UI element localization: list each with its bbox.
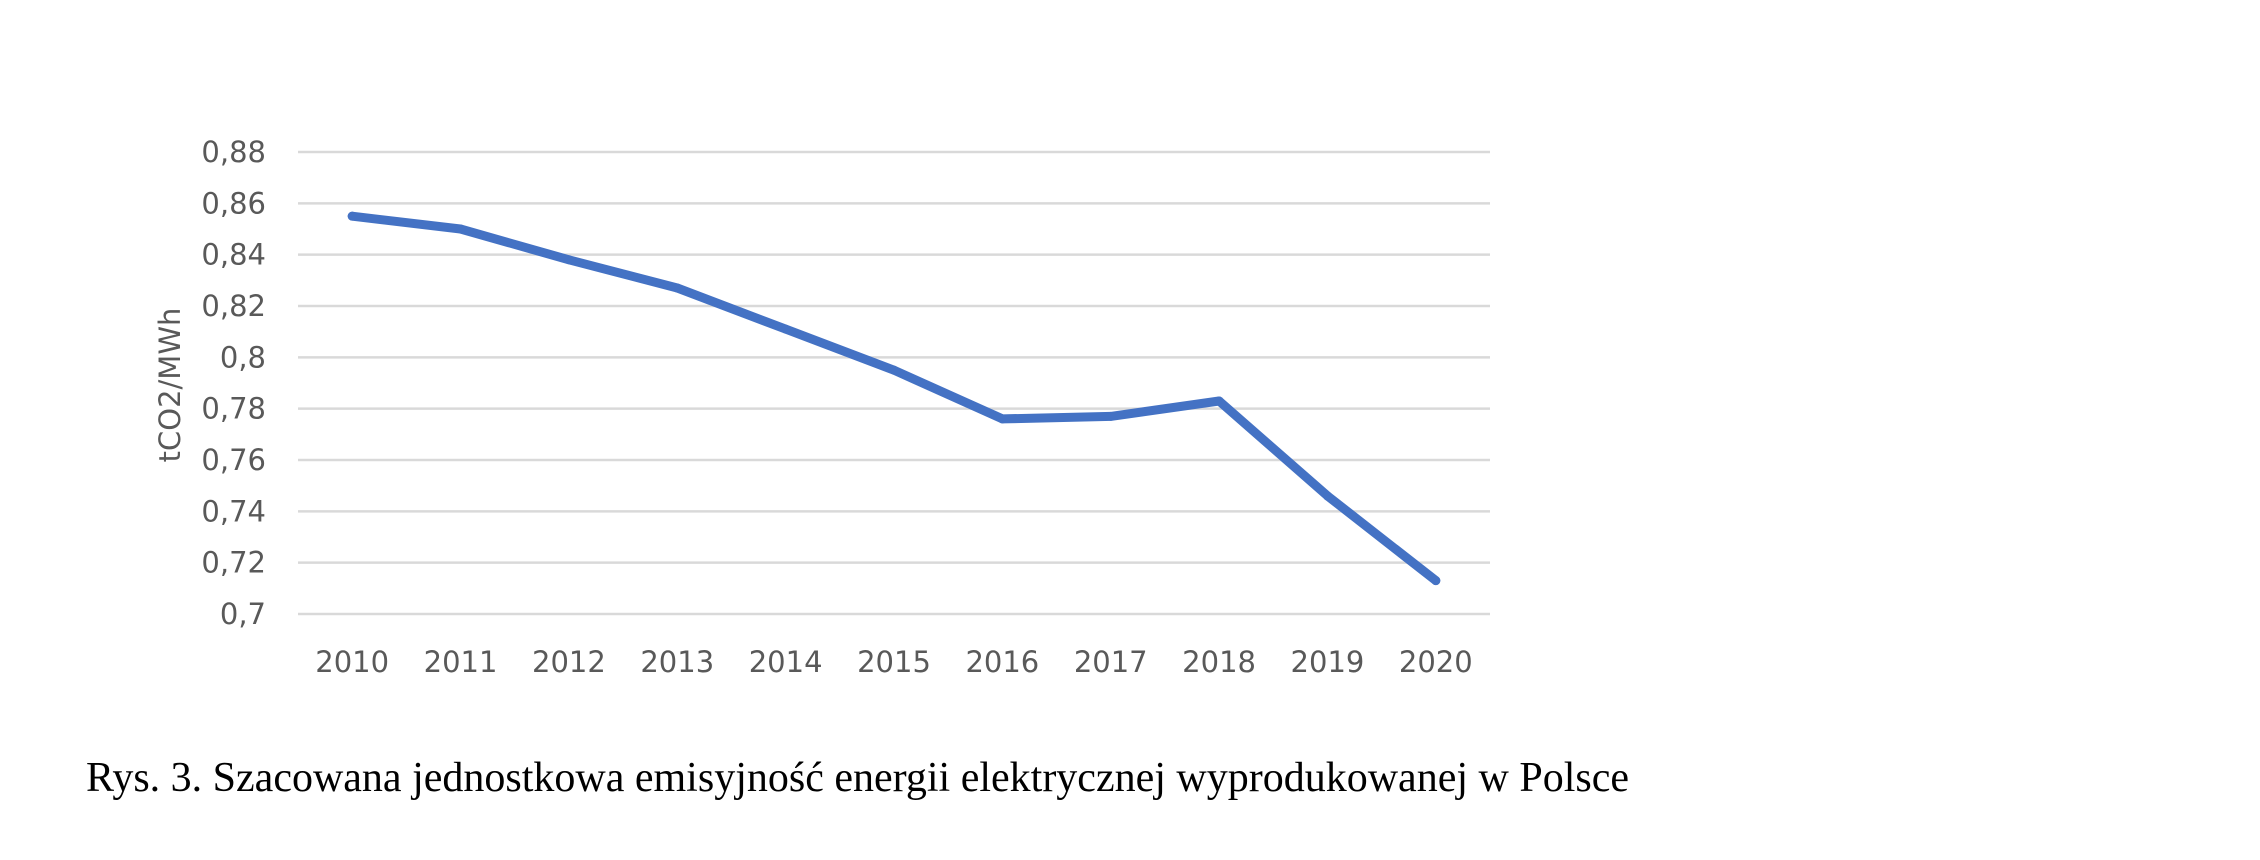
y-tick-label: 0,86	[201, 186, 266, 220]
data-point	[1106, 411, 1116, 421]
series-layer	[347, 211, 1441, 586]
x-tick-label: 2016	[965, 645, 1039, 679]
x-tick-label: 2011	[424, 645, 498, 679]
x-tick-label: 2019	[1291, 645, 1365, 679]
x-tick-label: 2017	[1074, 645, 1148, 679]
x-axis-ticks: 2010 2011 2012 2013 2014 2015 2016 2017 2018 2019…	[315, 645, 1472, 679]
data-point	[456, 224, 466, 234]
y-tick-label: 0,72	[201, 546, 266, 580]
x-tick-label: 2020	[1399, 645, 1473, 679]
x-tick-label: 2015	[857, 645, 931, 679]
data-point	[1322, 491, 1332, 501]
figure-caption: Rys. 3. Szacowana jednostkowa emisyjność…	[86, 755, 1629, 801]
x-tick-label: 2012	[532, 645, 606, 679]
y-axis-title: tCO2/MWh	[153, 308, 187, 463]
x-tick-label: 2014	[749, 645, 823, 679]
data-point	[889, 365, 899, 375]
data-point	[1431, 576, 1441, 586]
series-line	[347, 211, 1441, 586]
x-tick-label: 2013	[640, 645, 714, 679]
data-point	[1214, 396, 1224, 406]
y-tick-label: 0,84	[201, 238, 266, 272]
gridlines	[298, 150, 1490, 616]
y-tick-label: 0,88	[201, 135, 266, 169]
x-tick-label: 2018	[1182, 645, 1256, 679]
y-tick-label: 0,7	[220, 597, 266, 631]
emissions-line-chart: 0,88 0,86 0,84 0,82 0,8 0,78 0,76 0,74 0,72 0,7 2…	[153, 135, 1490, 679]
y-tick-label: 0,74	[201, 494, 266, 528]
y-axis-ticks: 0,88 0,86 0,84 0,82 0,8 0,78 0,76 0,74 0,72 0,7	[201, 135, 266, 631]
y-tick-label: 0,8	[220, 340, 266, 374]
data-point	[672, 283, 682, 293]
data-point	[781, 324, 791, 334]
data-point	[564, 255, 574, 265]
x-tick-label: 2010	[315, 645, 389, 679]
data-point	[997, 414, 1007, 424]
data-point	[347, 211, 357, 221]
y-tick-label: 0,82	[201, 289, 266, 323]
y-tick-label: 0,76	[201, 443, 266, 477]
y-tick-label: 0,78	[201, 392, 266, 426]
